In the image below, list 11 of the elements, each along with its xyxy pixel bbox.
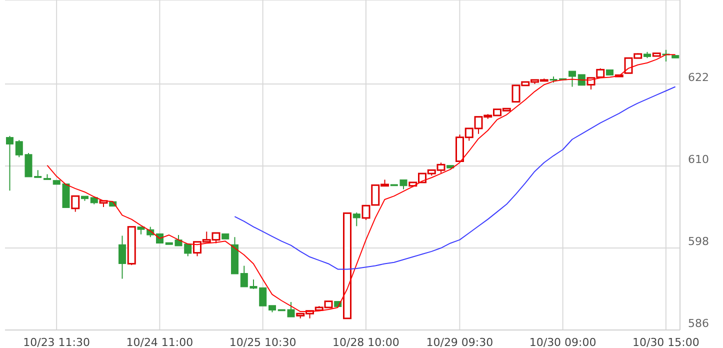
y-tick-label: 622 <box>688 70 709 84</box>
y-tick-label: 598 <box>688 234 709 248</box>
x-tick-label: 10/29 09:30 <box>426 336 494 348</box>
x-tick-label: 10/24 11:00 <box>126 336 194 348</box>
x-tick-label: 10/25 10:30 <box>229 336 296 348</box>
x-tick-label: 10/30 15:00 <box>632 336 700 348</box>
x-tick-label: 10/30 09:00 <box>529 336 596 348</box>
x-tick-label: 10/23 11:30 <box>23 336 90 348</box>
x-tick-label: 10/28 10:00 <box>332 336 400 348</box>
y-tick-label: 610 <box>688 152 709 166</box>
y-tick-label: 586 <box>688 316 709 330</box>
